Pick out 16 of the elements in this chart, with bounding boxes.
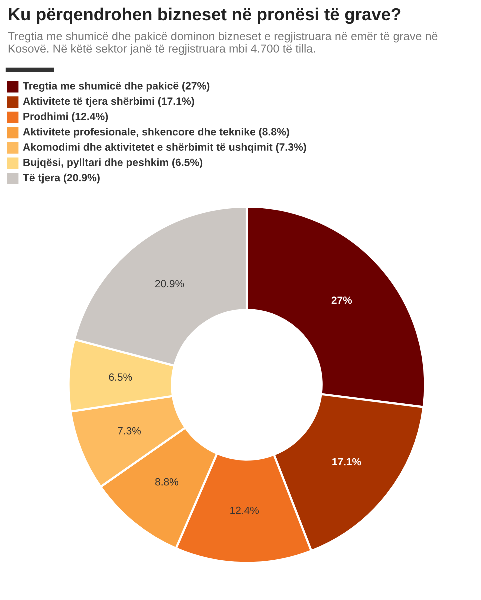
data-label: 17.1% [332, 458, 362, 466]
data-label: 6.5% [109, 374, 132, 382]
legend-label: Prodhimi (12.4%) [24, 112, 108, 123]
legend-label: Të tjera (20.9%) [23, 174, 100, 184]
data-label: 7.3% [118, 427, 141, 435]
data-label: 12.4% [230, 506, 260, 514]
legend-label: Bujqësi, pylltari dhe peshkim (6.5%) [24, 158, 203, 168]
legend-label: Tregtia me shumicë dhe pakicë (27%) [23, 82, 210, 92]
data-label: 20.9% [156, 280, 184, 288]
data-label: 8.8% [156, 478, 178, 486]
data-label: 27% [332, 296, 352, 304]
legend-label: Aktivitete të tjera shërbimi (17.1%) [23, 97, 194, 108]
chart-title: Ku përqendrohen bizneset në pronësi të grave? [9, 8, 401, 24]
chart-subtitle: Tregtia me shumicë dhe pakicë dominon bizneset e regjistruara në emër të grave në Kosovë. Në këtë sektor janë të regjistruara mbi 4.700 të tilla. [8, 32, 438, 56]
legend-label: Aktivitete profesionale, shkencore dhe teknike (8.8%) [23, 128, 290, 138]
legend-label: Akomodimi dhe aktivitetet e shërbimit të ushqimit (7.3%) [23, 143, 306, 154]
